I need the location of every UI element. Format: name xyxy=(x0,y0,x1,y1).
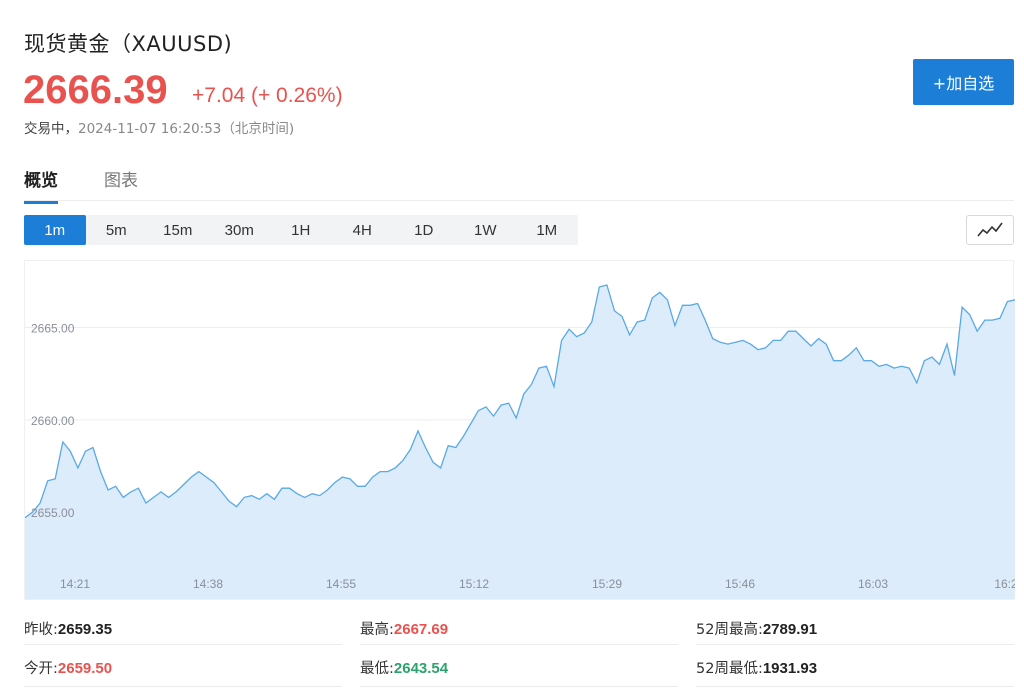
instrument-title: 现货黄金（XAUUSD) xyxy=(24,32,233,56)
divider xyxy=(24,686,342,687)
stat-low-label: 最低: xyxy=(360,661,394,677)
x-tick-label: 16:03 xyxy=(858,577,888,591)
timeframe-30m[interactable]: 30m xyxy=(224,221,254,239)
timeframe-5m[interactable]: 5m xyxy=(105,221,127,239)
timeframe-1w[interactable]: 1W xyxy=(474,221,497,239)
y-tick-label: 2655.00 xyxy=(31,506,75,520)
stat-52w-low-value: 1931.93 xyxy=(762,660,818,677)
timeframe-15m[interactable]: 15m xyxy=(163,221,193,239)
x-tick-label: 16:2 xyxy=(994,577,1015,591)
stat-open-label: 今开: xyxy=(24,661,58,677)
stat-52w-low: 52周最低:1931.93 xyxy=(696,657,817,678)
tab-overview[interactable]: 概览 xyxy=(24,166,58,204)
stat-52w-high: 52周最高:2789.91 xyxy=(696,618,817,639)
stat-52w-high-label: 52周最高: xyxy=(696,622,763,638)
x-tick-label: 15:12 xyxy=(459,577,489,591)
stat-prev-close-value: 2659.35 xyxy=(57,621,113,638)
series-line xyxy=(25,284,1015,519)
stat-high-value: 2667.69 xyxy=(393,621,449,638)
stat-prev-close: 昨收:2659.35 xyxy=(24,618,112,639)
divider xyxy=(696,644,1014,645)
timeframe-1mo[interactable]: 1M xyxy=(536,221,558,239)
timeframe-1d[interactable]: 1D xyxy=(414,221,434,239)
series-area xyxy=(25,285,1015,599)
divider xyxy=(360,644,678,645)
x-tick-label: 14:38 xyxy=(193,577,223,591)
stat-52w-low-label: 52周最低: xyxy=(696,661,763,677)
divider xyxy=(24,644,342,645)
x-tick-label: 14:55 xyxy=(326,577,356,591)
view-tabs: 概览 图表 xyxy=(24,164,1014,204)
price-chart-svg: 2665.00 2660.00 2655.00 14:21 14:38 14:55 15:1… xyxy=(25,284,1015,599)
stat-prev-close-label: 昨收: xyxy=(24,622,58,638)
tab-chart[interactable]: 图表 xyxy=(104,171,138,191)
y-tick-label: 2660.00 xyxy=(31,414,75,428)
timeframe-selector: 1m 5m 15m 30m 1H 4H 1D 1W 1M xyxy=(24,215,578,245)
timeframe-1h[interactable]: 1H xyxy=(291,221,311,239)
chart-type-button[interactable] xyxy=(966,215,1014,245)
x-tick-label: 15:46 xyxy=(725,577,755,591)
stat-low: 最低:2643.54 xyxy=(360,657,448,678)
stat-open-value: 2659.50 xyxy=(57,660,113,677)
quote-timestamp: 2024-11-07 16:20:53（北京时间) xyxy=(78,121,295,137)
stat-open: 今开:2659.50 xyxy=(24,657,112,678)
timeframe-1m[interactable]: 1m xyxy=(24,215,86,245)
current-price: 2666.39 xyxy=(23,68,168,112)
trading-status-line: 交易中，2024-11-07 16:20:53（北京时间) xyxy=(24,117,294,137)
stat-low-value: 2643.54 xyxy=(393,660,449,677)
add-to-watchlist-button[interactable]: +加自选 xyxy=(913,59,1014,105)
stat-52w-high-value: 2789.91 xyxy=(762,621,818,638)
divider xyxy=(360,686,678,687)
stat-high: 最高:2667.69 xyxy=(360,618,448,639)
line-chart-icon xyxy=(977,222,1003,237)
timeframe-4h[interactable]: 4H xyxy=(352,221,372,239)
y-tick-label: 2665.00 xyxy=(31,321,75,335)
x-tick-label: 14:21 xyxy=(60,577,90,591)
stat-high-label: 最高: xyxy=(360,622,394,638)
x-tick-label: 15:29 xyxy=(592,577,622,591)
trading-status: 交易中， xyxy=(24,121,78,137)
price-change: +7.04 (+ 0.26%) xyxy=(192,84,343,107)
divider xyxy=(696,686,1014,687)
price-chart[interactable]: 2665.00 2660.00 2655.00 14:21 14:38 14:55 15:1… xyxy=(24,260,1015,600)
